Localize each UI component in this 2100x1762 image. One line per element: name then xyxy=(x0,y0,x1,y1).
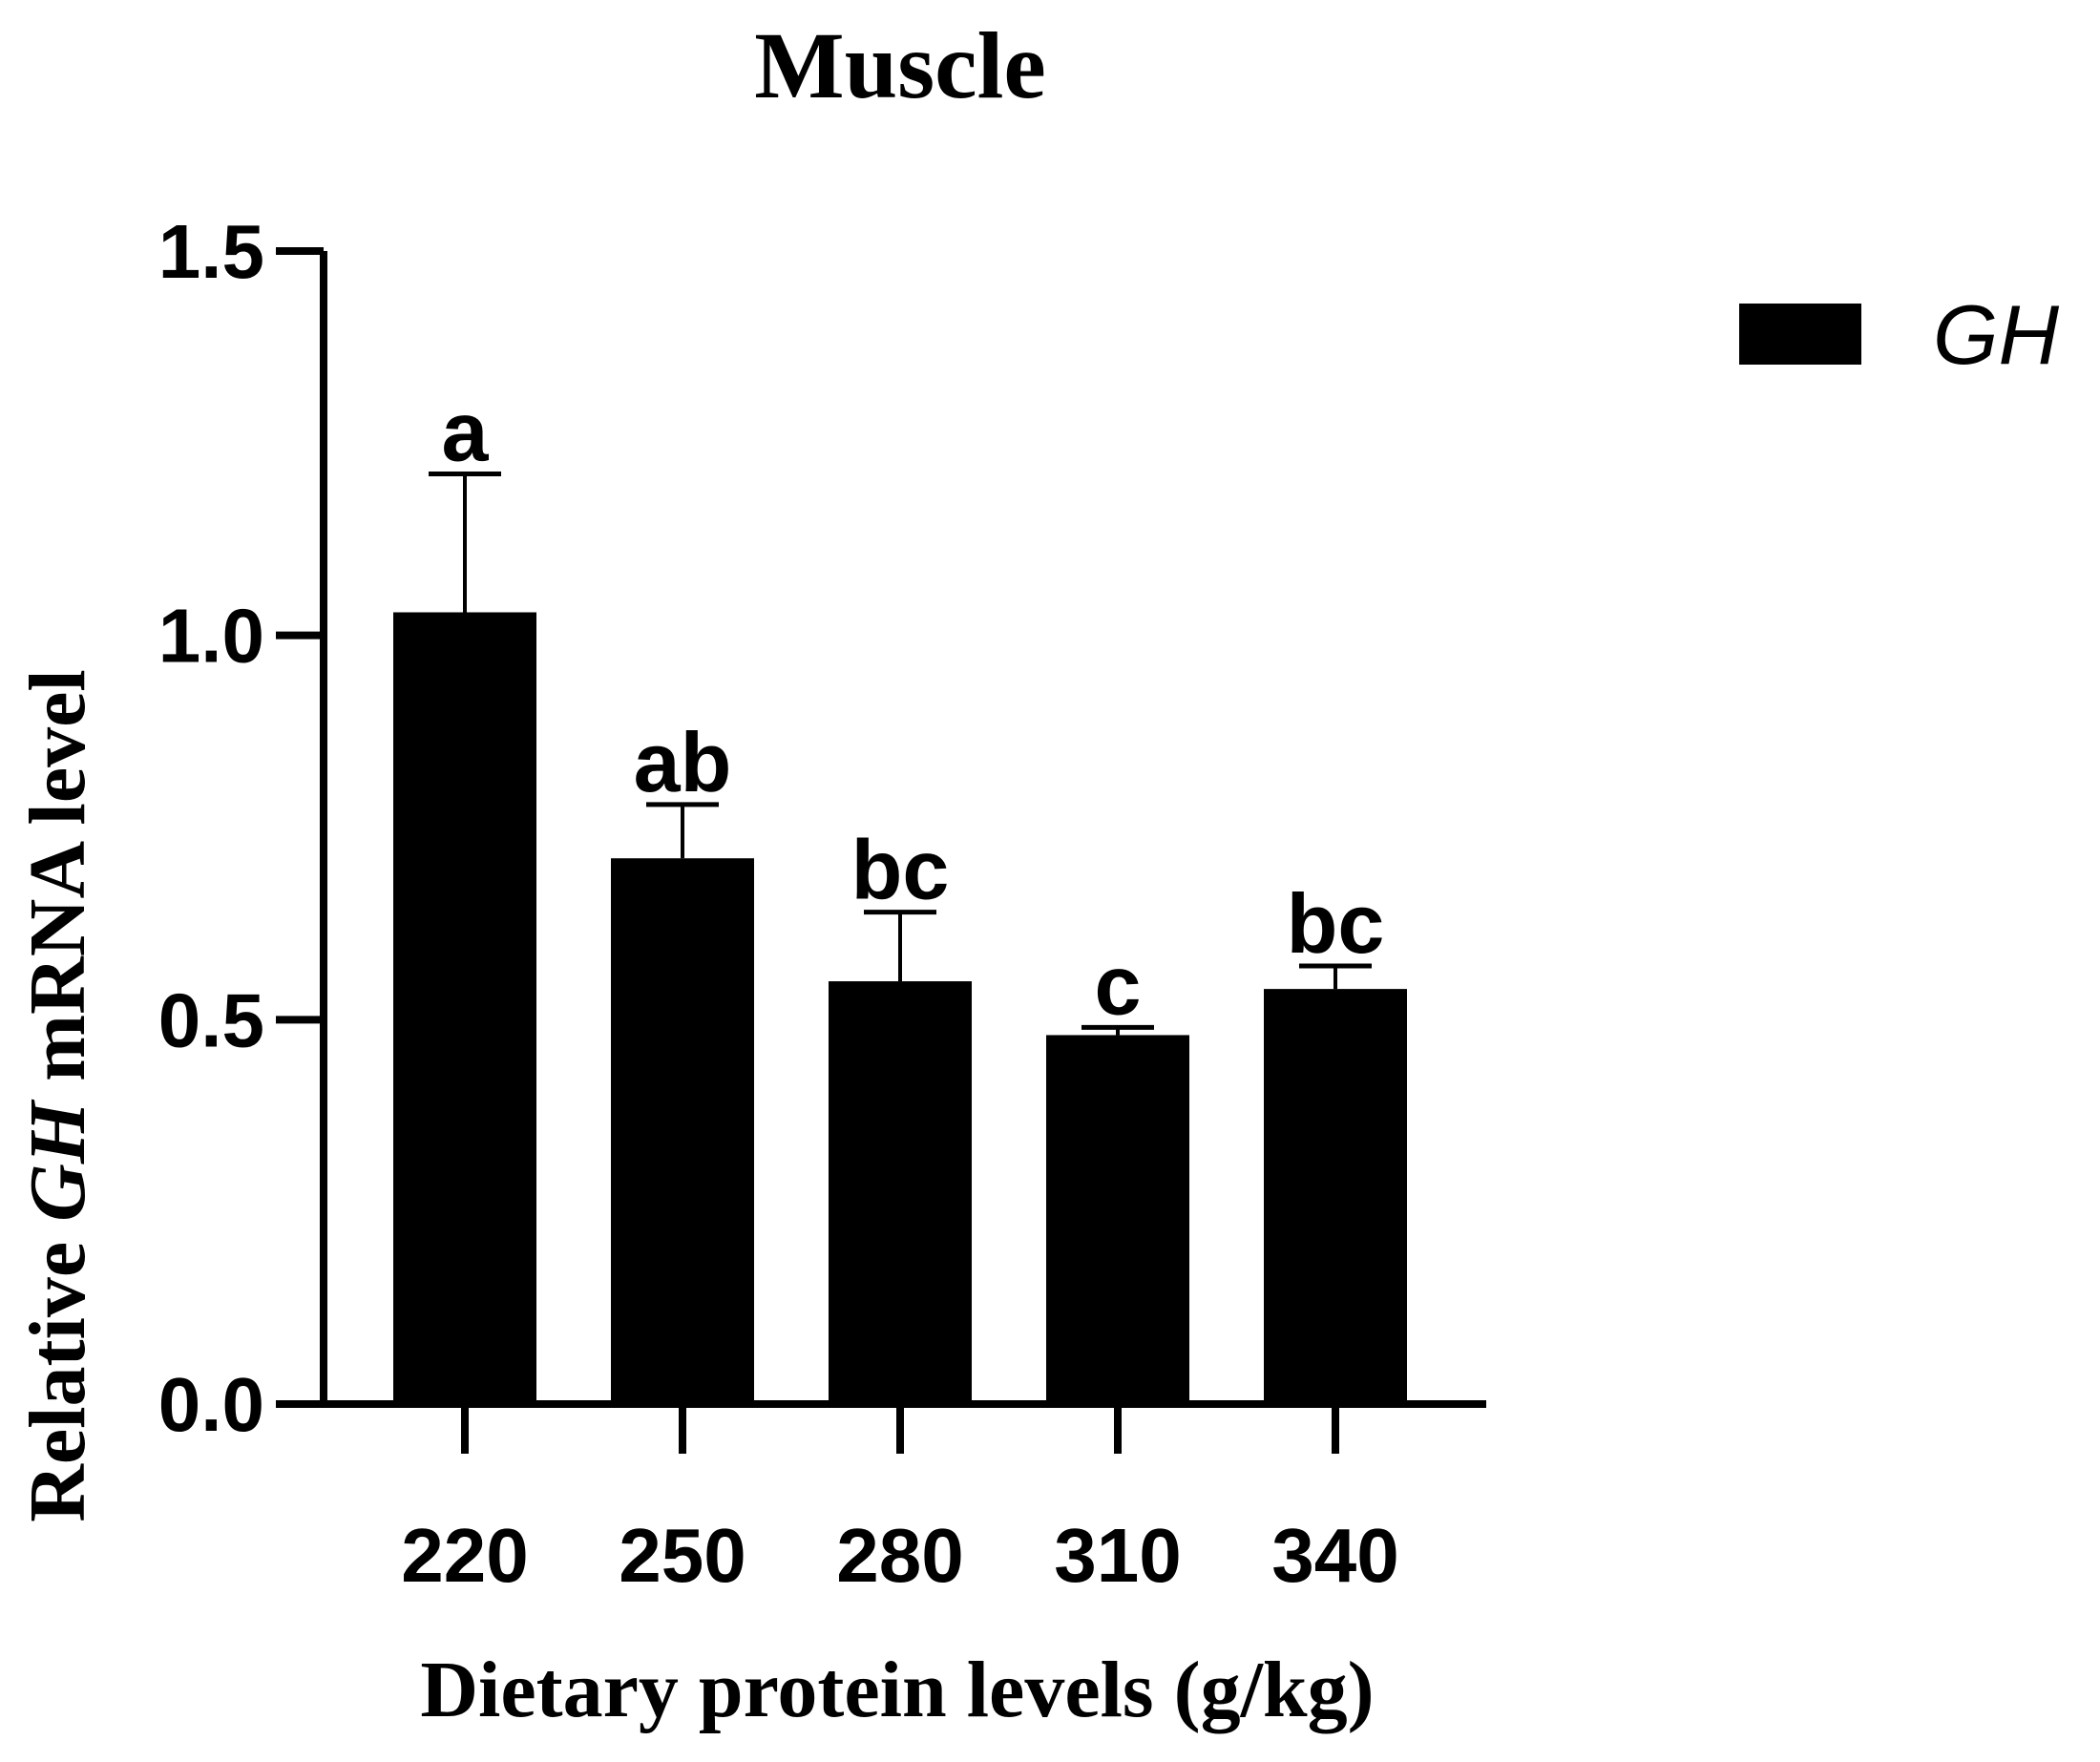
y-axis-label-gene: GH xyxy=(13,1099,102,1222)
y-tick-label: 1.0 xyxy=(158,594,264,679)
significance-label: a xyxy=(442,385,490,479)
legend-swatch xyxy=(1739,304,1861,365)
x-tick-label: 280 xyxy=(836,1513,963,1598)
bars xyxy=(393,612,1407,1404)
y-tick-label: 0.0 xyxy=(158,1362,264,1447)
bar xyxy=(1046,1035,1189,1404)
x-tick-label: 220 xyxy=(401,1513,528,1598)
y-axis-label: Relative GH mRNA level xyxy=(13,669,102,1521)
x-tick-label: 250 xyxy=(619,1513,746,1598)
y-ticks: 0.0 0.5 1.0 1.5 xyxy=(158,209,324,1447)
x-ticks: 220 250 280 310 340 xyxy=(401,1404,1399,1598)
y-tick-label: 0.5 xyxy=(158,977,264,1062)
error-bars xyxy=(429,472,1372,1036)
bar xyxy=(829,981,972,1404)
significance-label: ab xyxy=(634,715,732,809)
bar xyxy=(1264,989,1407,1404)
x-tick-label: 340 xyxy=(1271,1513,1398,1598)
y-tick-label: 1.5 xyxy=(158,209,264,294)
x-tick-label: 310 xyxy=(1054,1513,1181,1598)
significance-label: c xyxy=(1095,937,1142,1032)
significance-labels: a ab bc c bc xyxy=(442,385,1385,1033)
legend: GH xyxy=(1739,287,2059,382)
chart-title: Muscle xyxy=(754,12,1045,118)
bar xyxy=(393,612,536,1404)
significance-label: bc xyxy=(851,823,950,917)
y-axis-label-suffix: mRNA level xyxy=(13,669,102,1101)
y-axis-label-prefix: Relative xyxy=(13,1222,102,1522)
bar xyxy=(611,858,754,1404)
x-axis-label: Dietary protein levels (g/kg) xyxy=(420,1646,1374,1734)
significance-label: bc xyxy=(1287,876,1385,971)
legend-label: GH xyxy=(1933,287,2059,382)
